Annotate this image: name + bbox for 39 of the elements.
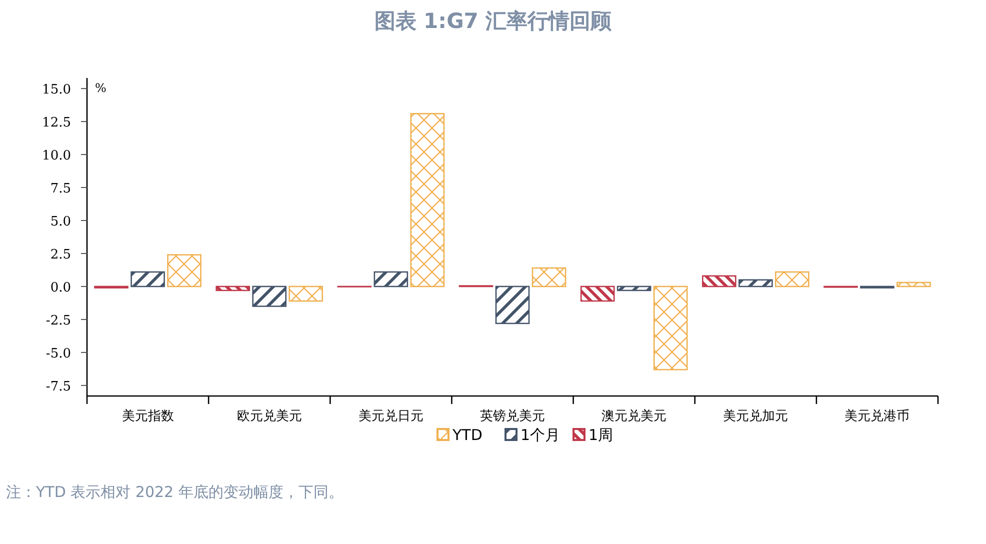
x-tick-label: 澳元兑美元 <box>602 408 667 424</box>
bar <box>738 279 773 288</box>
y-axis-title: % <box>95 81 106 95</box>
y-tick-label: 2.5 <box>50 247 71 262</box>
x-tick-label: 英镑兑美元 <box>480 408 545 424</box>
bar <box>495 286 530 324</box>
bar <box>532 267 566 288</box>
x-tick-label: 美元兑港币 <box>844 408 910 424</box>
y-tick-label: 10.0 <box>42 148 71 164</box>
bar <box>288 286 324 302</box>
bar <box>374 271 408 288</box>
x-tick-label: 美元指数 <box>122 408 174 424</box>
bar <box>896 282 931 288</box>
y-tick-label: 7.5 <box>50 182 71 197</box>
y-tick-label: 15.0 <box>42 82 71 98</box>
bar <box>130 271 165 288</box>
y-tick-label: -2.5 <box>46 313 71 328</box>
bar <box>410 112 445 288</box>
bar <box>616 286 652 292</box>
legend-label: YTD <box>452 426 482 444</box>
bar <box>167 254 202 288</box>
y-tick-label: 12.5 <box>42 116 71 131</box>
bar <box>216 286 250 292</box>
x-tick-label: 美元兑日元 <box>358 408 424 424</box>
bar <box>580 286 615 302</box>
x-tick-label: 美元兑加元 <box>723 408 788 424</box>
x-tick-label: 欧元兑美元 <box>236 408 302 424</box>
chart-title: 图表 1:G7 汇率行情回顾 <box>374 9 613 33</box>
y-tick-label: -7.5 <box>46 379 71 394</box>
y-tick-label: -5.0 <box>46 346 71 362</box>
bar <box>774 271 810 288</box>
bar <box>653 286 688 370</box>
y-tick-label: 0.0 <box>50 280 71 296</box>
bar <box>252 286 287 307</box>
legend-label: 1个月 <box>520 426 560 444</box>
legend-label: 1周 <box>588 426 614 444</box>
text: 注：YTD 表示相对 2022 年底的变动幅度，下同。 <box>6 483 344 501</box>
bar <box>702 275 736 288</box>
y-tick-label: 5.0 <box>50 214 71 230</box>
